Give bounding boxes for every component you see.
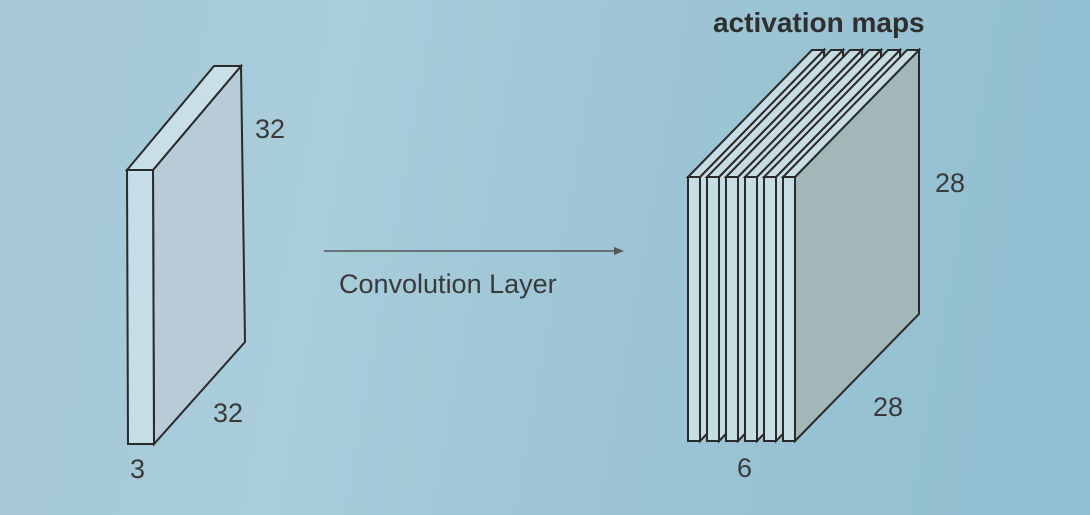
conv-arrow: Convolution Layer — [324, 247, 624, 299]
arrow-label: Convolution Layer — [339, 269, 557, 299]
activation-map-edge — [687, 176, 701, 442]
input-height-label: 32 — [255, 114, 285, 144]
input-depth-label: 3 — [130, 454, 145, 484]
activation-maps — [685, 47, 922, 444]
input-width-label: 32 — [213, 398, 243, 428]
activation-map — [780, 47, 922, 444]
input-volume: 32 32 3 — [124, 63, 285, 484]
input-volume-depth-face — [125, 169, 156, 445]
arrow-head — [614, 247, 624, 255]
output-depth-label: 6 — [737, 453, 752, 483]
activation-map-edge — [782, 176, 796, 442]
output-width-label: 28 — [873, 392, 903, 422]
activation-map-edge — [763, 176, 777, 442]
activation-maps-title: activation maps — [713, 7, 925, 38]
activation-map-edge — [706, 176, 720, 442]
activation-map-edge — [744, 176, 758, 442]
output-height-label: 28 — [935, 168, 965, 198]
activation-map-edge — [725, 176, 739, 442]
